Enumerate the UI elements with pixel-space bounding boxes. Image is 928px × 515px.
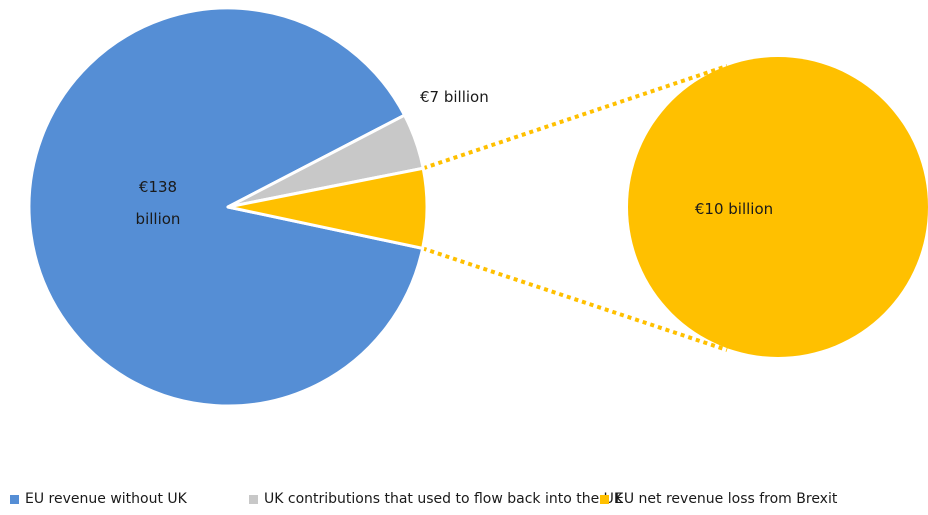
legend-swatch-eu-net-loss [600, 495, 609, 504]
legend: EU revenue without UK UK contributions t… [0, 491, 928, 511]
legend-label-uk-contributions: UK contributions that used to flow back … [264, 491, 623, 507]
detail-circle-eu-net-loss [628, 57, 928, 357]
legend-swatch-uk-contributions [249, 495, 258, 504]
label-eu-revenue-line1: €138 [139, 178, 177, 196]
legend-label-eu-revenue: EU revenue without UK [25, 491, 187, 507]
legend-item-uk-contributions: UK contributions that used to flow back … [249, 491, 623, 507]
label-eu-revenue-line2: billion [136, 210, 181, 228]
label-eu-net-loss: €10 billion [695, 200, 773, 218]
legend-item-eu-net-loss: EU net revenue loss from Brexit [600, 491, 837, 507]
legend-swatch-eu-revenue [10, 495, 19, 504]
legend-label-eu-net-loss: EU net revenue loss from Brexit [615, 491, 837, 507]
legend-item-eu-revenue: EU revenue without UK [10, 491, 187, 507]
label-uk-contributions: €7 billion [420, 88, 489, 106]
pie-slices [29, 8, 427, 406]
